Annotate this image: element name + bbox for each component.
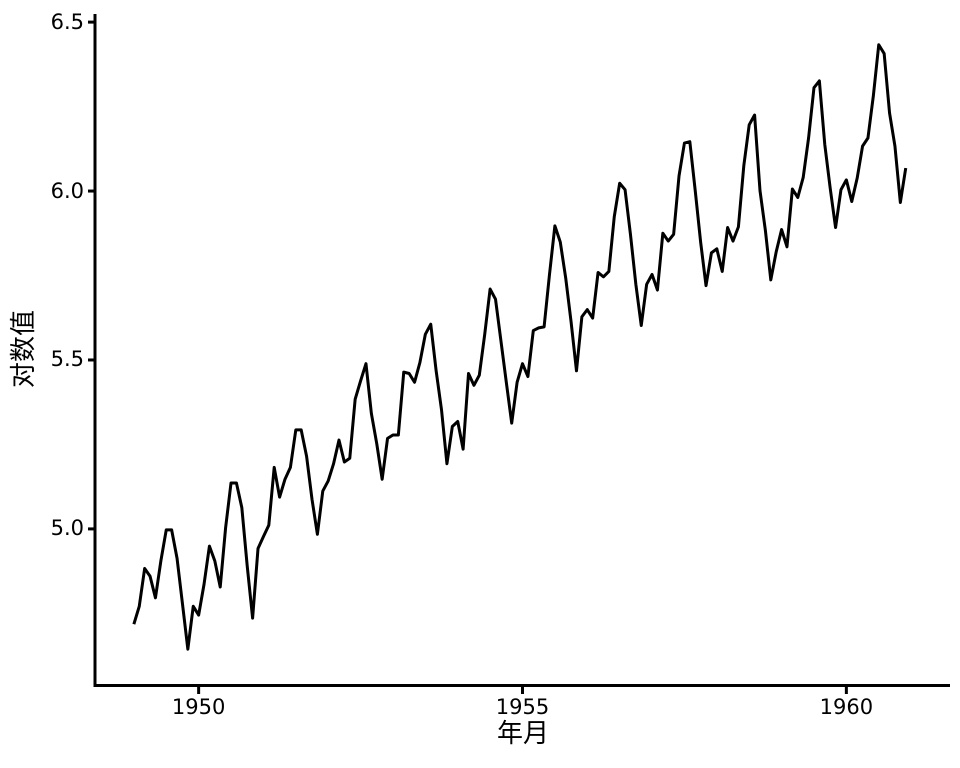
x-tick-label: 1960 bbox=[819, 695, 874, 719]
x-tick-label: 1950 bbox=[171, 695, 226, 719]
x-axis-title: 年月 bbox=[496, 719, 549, 749]
y-tick-label: 6.0 bbox=[50, 178, 84, 203]
y-tick-label: 5.0 bbox=[50, 516, 84, 541]
y-tick-label: 5.5 bbox=[50, 347, 84, 372]
y-tick-label: 6.5 bbox=[50, 9, 84, 34]
y-axis-title: 对数值 bbox=[9, 310, 39, 389]
x-tick-label: 1955 bbox=[495, 695, 550, 719]
